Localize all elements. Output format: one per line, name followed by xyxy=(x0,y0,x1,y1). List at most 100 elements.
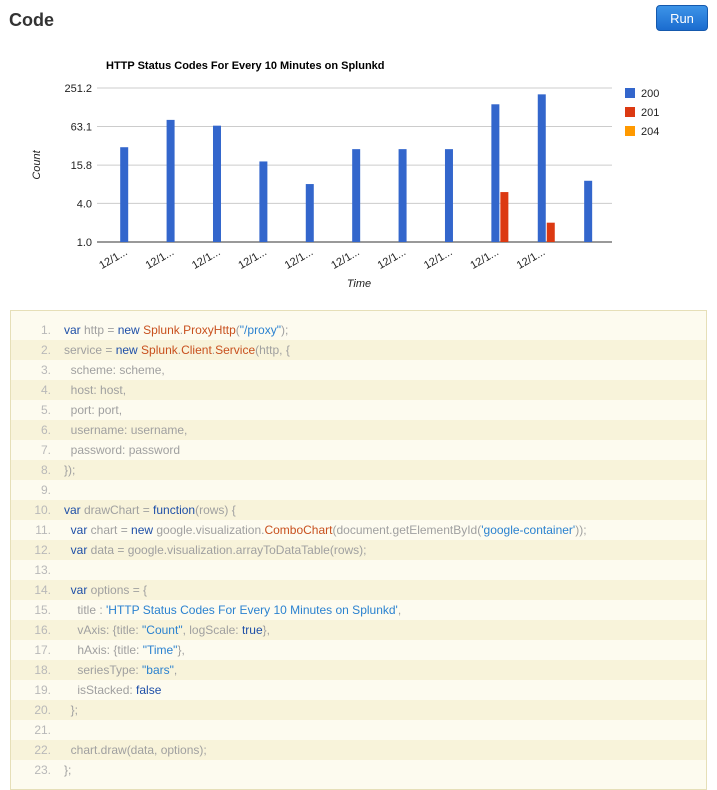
code-token: ( xyxy=(235,323,240,337)
code-line[interactable]: 14. var options = { xyxy=(11,580,706,600)
code-token: service = xyxy=(64,343,116,357)
bar-series-200 xyxy=(352,149,361,242)
code-token: 'google-container' xyxy=(481,523,576,537)
code-line[interactable]: 23.}; xyxy=(11,760,706,780)
legend-swatch xyxy=(625,88,635,98)
code-line[interactable]: 4. host: host, xyxy=(11,380,706,400)
code-token: . xyxy=(177,343,182,357)
code-line[interactable]: 17. hAxis: {title: "Time"}, xyxy=(11,640,706,660)
code-line[interactable]: 20. }; xyxy=(11,700,706,720)
bar-series-201 xyxy=(500,192,509,242)
x-tick-label: 12/1... xyxy=(190,246,222,272)
line-number: 22. xyxy=(34,743,51,757)
code-token: username: username, xyxy=(64,423,188,437)
y-tick-label: 251.2 xyxy=(64,83,92,95)
code-line[interactable]: 3. scheme: scheme, xyxy=(11,360,706,380)
bar-series-200 xyxy=(120,147,129,242)
code-token: isStacked: xyxy=(64,683,137,697)
code-line[interactable]: 5. port: port, xyxy=(11,400,706,420)
line-number: 8. xyxy=(40,463,51,477)
code-token: . xyxy=(179,323,184,337)
code-line[interactable]: 18. seriesType: "bars", xyxy=(11,660,706,680)
x-tick-label: 12/1... xyxy=(422,246,454,272)
code-token: vAxis: {title: xyxy=(64,623,143,637)
legend-swatch xyxy=(625,107,635,117)
code-token: drawChart = xyxy=(80,503,154,517)
line-number: 14. xyxy=(34,583,51,597)
code-line[interactable]: 22. chart.draw(data, options); xyxy=(11,740,706,760)
code-line[interactable]: 19. isStacked: false xyxy=(11,680,706,700)
line-number: 3. xyxy=(40,363,51,377)
y-tick-label: 63.1 xyxy=(71,121,92,133)
code-token: ProxyHttp xyxy=(183,323,236,337)
code-token: "bars" xyxy=(142,663,174,677)
line-number: 13. xyxy=(34,563,51,577)
code-line[interactable]: 1. var http = new Splunk.ProxyHttp("/prox… xyxy=(11,320,706,340)
code-token: Splunk xyxy=(143,323,180,337)
code-token: ); xyxy=(281,323,289,337)
legend-label: 201 xyxy=(641,107,659,119)
code-token: password: password xyxy=(64,443,181,457)
x-tick-label: 12/1... xyxy=(283,246,315,272)
line-number: 15. xyxy=(34,603,51,617)
code-token: title : xyxy=(64,603,107,617)
code-token: (rows) { xyxy=(195,503,236,517)
code-token: , logScale: xyxy=(182,623,242,637)
line-number: 20. xyxy=(34,703,51,717)
y-tick-label: 15.8 xyxy=(71,160,92,172)
bar-series-200 xyxy=(537,94,546,243)
code-line[interactable]: 7. password: password xyxy=(11,440,706,460)
code-line[interactable]: 11. var chart = new google.visualization… xyxy=(11,520,706,540)
x-axis-ticks: 12/1... 12/1... 12/1... 12/1... 12/1... 12/1.… xyxy=(97,246,547,272)
code-token: "Count" xyxy=(142,623,183,637)
bar-series-200 xyxy=(398,149,407,242)
code-token: scheme: scheme, xyxy=(64,363,165,377)
code-line[interactable]: 13. xyxy=(11,560,706,580)
chart-title: HTTP Status Codes For Every 10 Minutes o… xyxy=(106,60,385,72)
code-editor[interactable]: 1. var http = new Splunk.ProxyHttp("/prox… xyxy=(10,310,707,790)
chart-legend: 200 201 204 xyxy=(625,88,659,138)
line-number: 7. xyxy=(40,443,51,457)
code-line[interactable]: 2. service = new Splunk.Client.Service(ht… xyxy=(11,340,706,360)
code-line[interactable]: 9. xyxy=(11,480,706,500)
code-line[interactable]: 12. var data = google.visualization.arra… xyxy=(11,540,706,560)
chart-bars xyxy=(120,94,593,243)
code-token: }; xyxy=(64,703,79,717)
line-number: 9. xyxy=(40,483,51,497)
bar-series-200 xyxy=(444,149,453,242)
legend-label: 200 xyxy=(641,88,659,100)
code-line[interactable]: 21. xyxy=(11,720,706,740)
y-tick-label: 1.0 xyxy=(77,237,92,249)
code-token: , xyxy=(173,663,178,677)
code-line[interactable]: 10. var drawChart = function(rows) { xyxy=(11,500,706,520)
code-line[interactable]: 16. vAxis: {title: "Count", logScale: tr… xyxy=(11,620,706,640)
line-number: 5. xyxy=(40,403,51,417)
code-line[interactable]: 15. title : 'HTTP Status Codes For Every… xyxy=(11,600,706,620)
code-token: new xyxy=(117,323,140,337)
code-token: )); xyxy=(575,523,587,537)
code-token: chart = xyxy=(87,523,132,537)
bar-series-200 xyxy=(166,119,175,242)
code-token: google.visualization. xyxy=(153,523,265,537)
code-line[interactable]: 8.}); xyxy=(11,460,706,480)
code-token: true xyxy=(241,623,263,637)
x-tick-label: 12/1... xyxy=(144,246,176,272)
line-number: 16. xyxy=(34,623,51,637)
x-tick-label: 12/1... xyxy=(236,246,268,272)
code-line[interactable]: 6. username: username, xyxy=(11,420,706,440)
code-token: port: port, xyxy=(64,403,123,417)
code-token: function xyxy=(153,503,196,517)
bar-series-200 xyxy=(491,104,500,242)
run-button[interactable]: Run xyxy=(656,5,708,31)
code-token: var xyxy=(70,543,88,557)
code-token: new xyxy=(115,343,138,357)
bar-series-201 xyxy=(546,222,555,242)
line-number: 18. xyxy=(34,663,51,677)
bar-series-extra xyxy=(584,180,593,242)
line-number: 19. xyxy=(34,683,51,697)
code-token: Service xyxy=(215,343,256,357)
code-token: Client xyxy=(181,343,212,357)
x-tick-label: 12/1... xyxy=(329,246,361,272)
code-token: seriesType: xyxy=(64,663,143,677)
code-token: "/proxy" xyxy=(239,323,281,337)
